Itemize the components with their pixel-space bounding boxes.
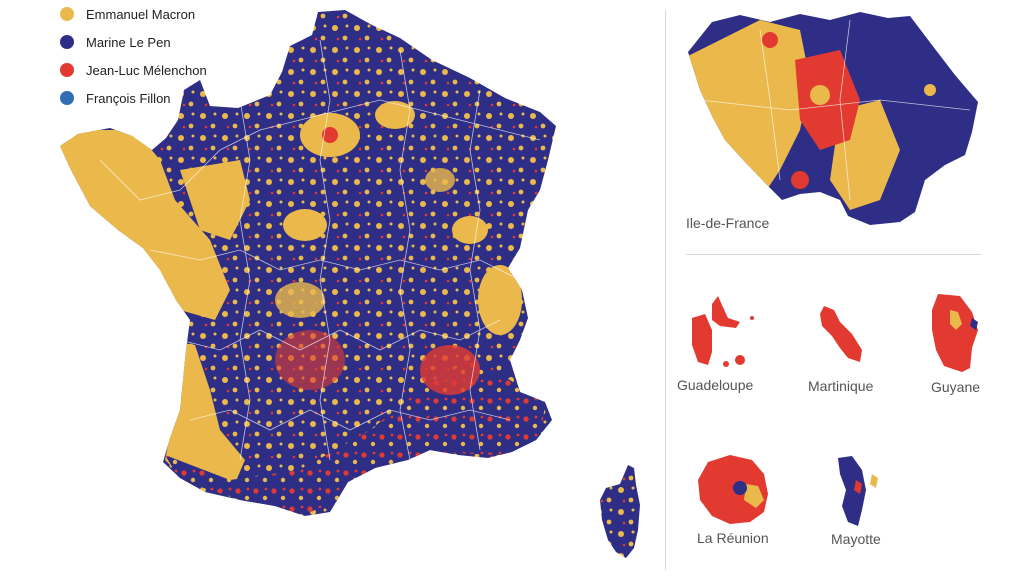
guyane-shape bbox=[932, 294, 978, 372]
martinique-shape bbox=[820, 306, 862, 362]
label-martinique: Martinique bbox=[808, 378, 874, 394]
legend-label-macron: Emmanuel Macron bbox=[86, 6, 196, 22]
legend-item-melenchon: Jean-Luc Mélenchon bbox=[60, 56, 207, 84]
mainland-france-shape bbox=[60, 10, 556, 516]
legend-item-le-pen: Marine Le Pen bbox=[60, 28, 207, 56]
corsica-shape bbox=[600, 465, 640, 558]
map-legend: Emmanuel Macron Marine Le Pen Jean-Luc M… bbox=[60, 0, 207, 112]
label-la-reunion: La Réunion bbox=[697, 530, 769, 546]
ile-de-france-shape bbox=[688, 12, 978, 225]
legend-swatch-le-pen bbox=[60, 35, 74, 49]
legend-label-fillon: François Fillon bbox=[86, 90, 171, 106]
legend-label-le-pen: Marine Le Pen bbox=[86, 34, 171, 50]
legend-swatch-fillon bbox=[60, 91, 74, 105]
label-ile-de-france: Ile-de-France bbox=[686, 215, 770, 231]
guadeloupe-shape bbox=[692, 296, 754, 367]
legend-item-fillon: François Fillon bbox=[60, 84, 207, 112]
label-mayotte: Mayotte bbox=[831, 531, 881, 547]
horizontal-divider bbox=[686, 254, 981, 255]
la-reunion-shape bbox=[698, 455, 768, 524]
label-guadeloupe: Guadeloupe bbox=[677, 377, 754, 393]
legend-label-melenchon: Jean-Luc Mélenchon bbox=[86, 62, 207, 78]
label-guyane: Guyane bbox=[931, 379, 981, 395]
mayotte-shape bbox=[838, 456, 878, 526]
legend-swatch-macron bbox=[60, 7, 74, 21]
legend-item-macron: Emmanuel Macron bbox=[60, 0, 207, 28]
vertical-divider bbox=[665, 10, 666, 570]
legend-swatch-melenchon bbox=[60, 63, 74, 77]
